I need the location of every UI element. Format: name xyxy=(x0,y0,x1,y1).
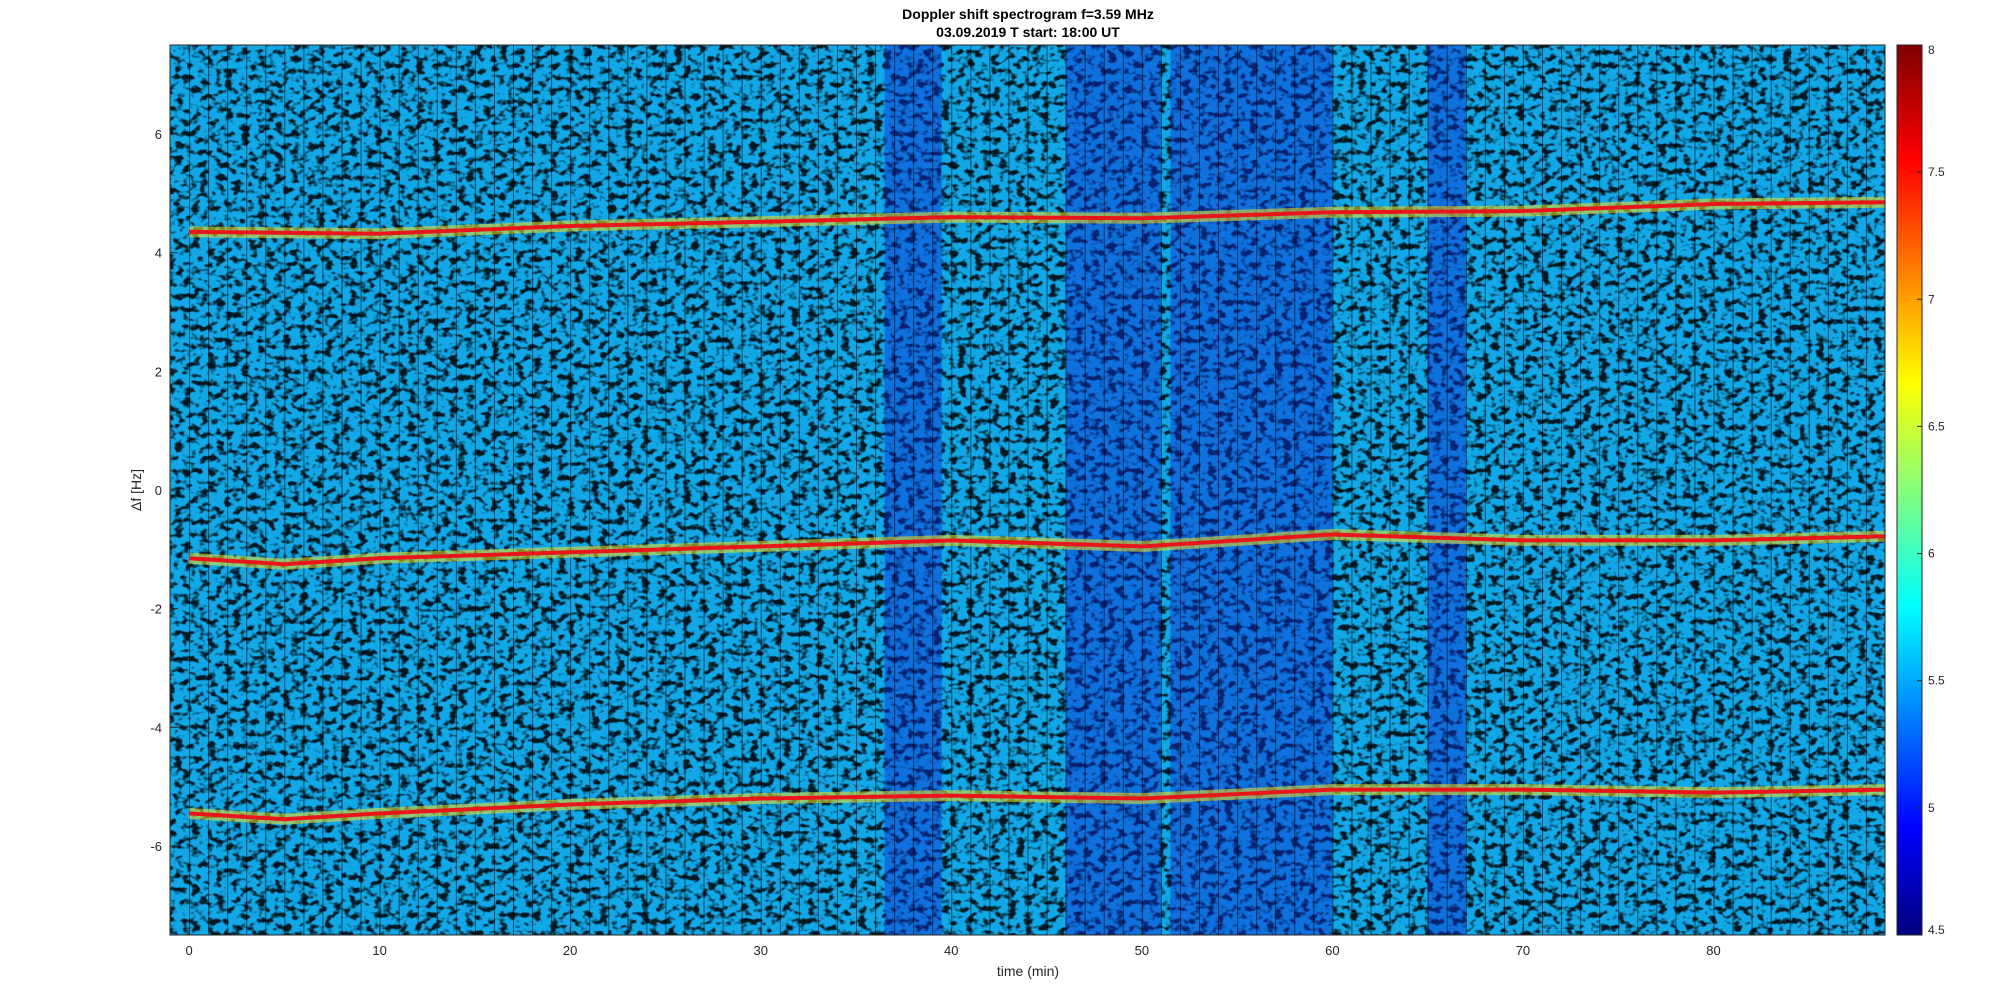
colorbar-tick-label: 7.5 xyxy=(1928,165,1945,179)
colorbar-ticks: 4.5 5 5.5 6 6.5 7 7.5 8 xyxy=(1917,43,1945,937)
trace-line xyxy=(188,787,1885,822)
y-axis: -6 -4 -2 0 2 4 6 xyxy=(150,127,1885,854)
x-axis: 0 10 20 30 40 50 60 70 80 xyxy=(185,45,1721,958)
chart-subtitle: 03.09.2019 T start: 18:00 UT xyxy=(936,24,1120,40)
y-tick-label: -2 xyxy=(150,602,162,617)
signal-traces xyxy=(188,196,1885,825)
x-tick-label: 70 xyxy=(1516,943,1530,958)
x-tick-label: 30 xyxy=(753,943,767,958)
trace-line xyxy=(188,532,1885,567)
y-tick-label: -6 xyxy=(150,839,162,854)
x-tick-label: 40 xyxy=(944,943,958,958)
dark-region xyxy=(1065,45,1161,935)
plot-area xyxy=(170,45,1885,935)
colorbar-tick-label: 6.5 xyxy=(1928,419,1945,433)
x-tick-label: 20 xyxy=(563,943,577,958)
colorbar: 4.5 5 5.5 6 6.5 7 7.5 8 xyxy=(1896,43,1945,937)
y-tick-label: 2 xyxy=(155,364,162,379)
y-tick-label: 6 xyxy=(155,127,162,142)
y-tick-label: 0 xyxy=(155,483,162,498)
colorbar-tick-label: 7 xyxy=(1928,292,1935,306)
y-axis-label: Δf [Hz] xyxy=(128,469,144,511)
x-tick-label: 0 xyxy=(185,943,192,958)
y-tick-label: 4 xyxy=(155,246,162,261)
x-axis-label: time (min) xyxy=(997,963,1059,979)
chart-title: Doppler shift spectrogram f=3.59 MHz xyxy=(902,6,1154,22)
x-tick-label: 50 xyxy=(1135,943,1149,958)
trace-line xyxy=(189,200,1885,236)
x-tick-label: 10 xyxy=(372,943,386,958)
colorbar-tick-label: 5.5 xyxy=(1928,674,1945,688)
colorbar-gradient xyxy=(1896,44,1923,936)
colorbar-tick-label: 8 xyxy=(1928,43,1935,57)
x-tick-label: 60 xyxy=(1325,943,1339,958)
colorbar-tick-label: 6 xyxy=(1928,547,1935,561)
y-tick-label: -4 xyxy=(150,720,162,735)
x-tick-label: 80 xyxy=(1706,943,1720,958)
colorbar-tick-label: 5 xyxy=(1928,801,1935,815)
colorbar-tick-label: 4.5 xyxy=(1928,923,1945,937)
